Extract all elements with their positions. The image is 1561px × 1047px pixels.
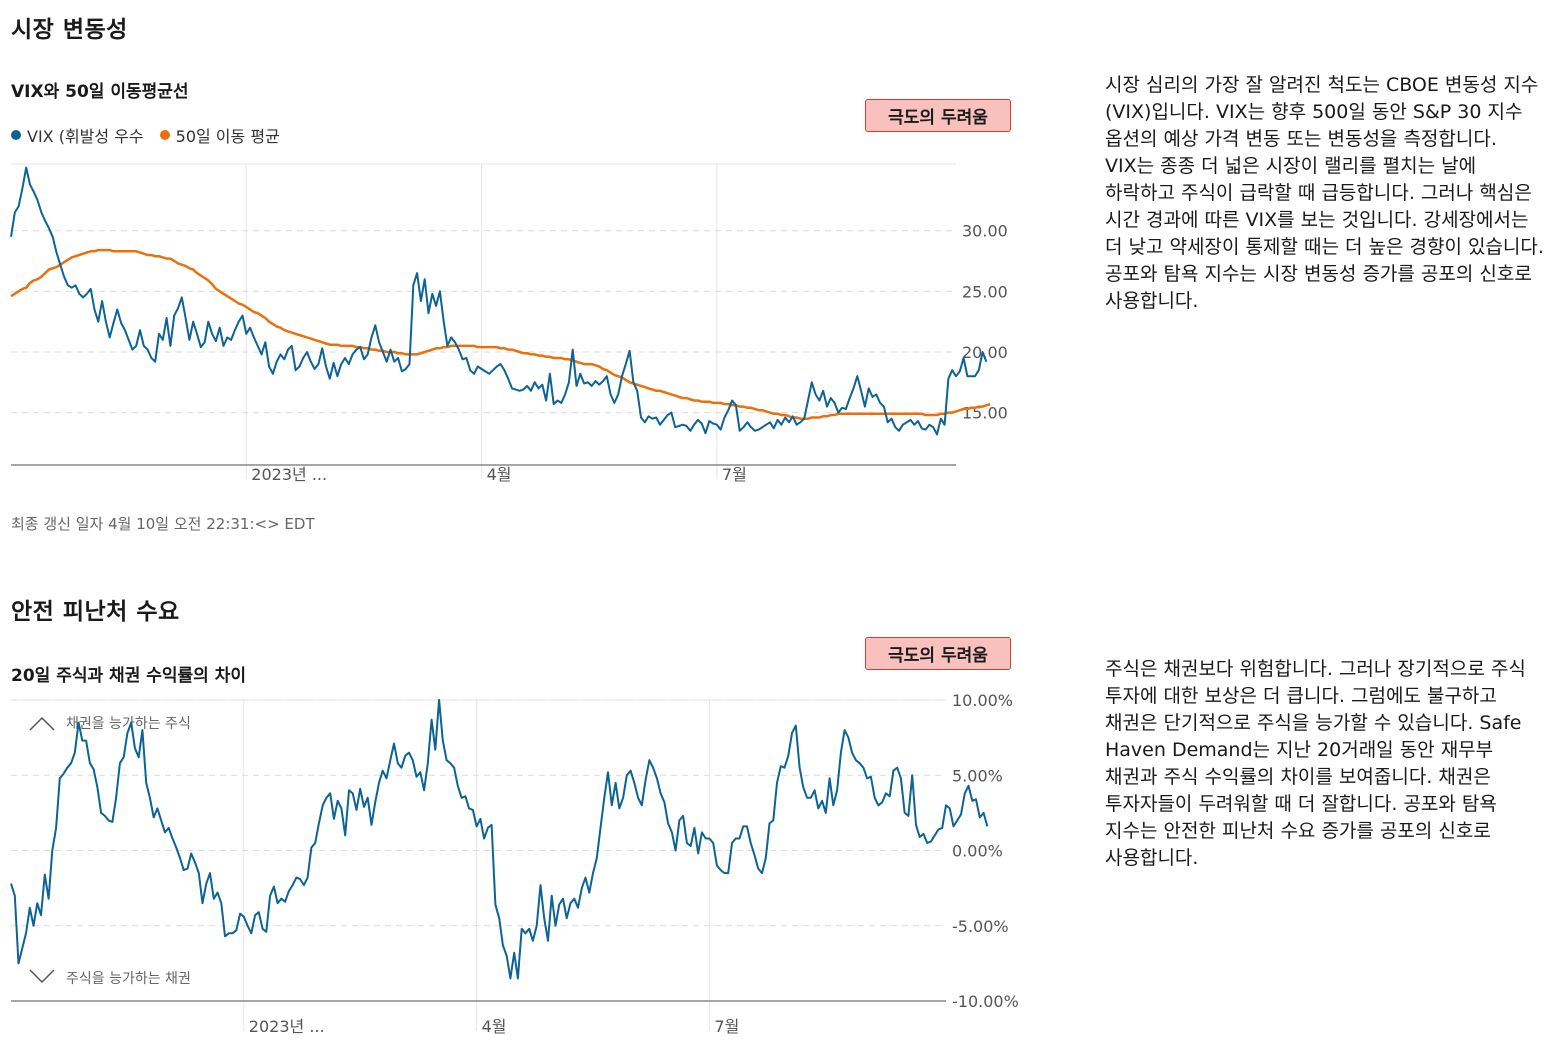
chart-title-vix: VIX와 50일 이동평균선 — [11, 82, 189, 102]
annotation-up-label: 채권을 능가하는 주식 — [66, 716, 191, 732]
annotation-down: 주식을 능가하는 채권 — [29, 969, 191, 987]
y-tick-label: 0.00% — [952, 842, 1003, 861]
legend-dot-icon — [159, 130, 170, 140]
chart-title-safe-haven: 20일 주식과 채권 수익률의 차이 — [11, 666, 247, 686]
y-tick-label: -5.00% — [952, 917, 1009, 936]
safe-haven-chart: 2023년 ... 4월 7월 -10.00% -5.00% 0.00% 5.00% 10.0… — [10, 691, 1019, 1036]
y-tick-label: -10.00% — [952, 992, 1019, 1011]
x-tick-label: 4월 — [487, 465, 512, 484]
x-tick-label: 2023년 ... — [251, 465, 327, 484]
last-updated-text: 최종 갱신 일자 4월 10일 오전 22:31:<> EDT — [11, 515, 315, 533]
vix-series-line — [10, 166, 988, 436]
y-tick-label: 20.00 — [962, 343, 1008, 362]
annotation-up: 채권을 능가하는 주식 — [29, 716, 191, 732]
legend-item-vix: VIX (휘발성 우수 — [11, 123, 144, 147]
chart-legend-vix: VIX (휘발성 우수 50일 이동 평균 — [11, 123, 296, 147]
ma-series-line — [10, 248, 991, 420]
y-tick-label: 10.00% — [952, 691, 1013, 710]
safe-haven-grid — [11, 699, 946, 1031]
x-tick-label: 2023년 ... — [249, 1017, 325, 1036]
legend-item-ma: 50일 이동 평균 — [159, 123, 280, 147]
x-tick-label: 7월 — [714, 1017, 739, 1036]
chevron-down-icon — [29, 969, 55, 984]
legend-label-vix: VIX (휘발성 우수 — [27, 127, 144, 146]
section-title-volatility: 시장 변동성 — [11, 17, 128, 43]
annotation-down-label: 주식을 능가하는 채권 — [66, 971, 191, 987]
legend-label-ma: 50일 이동 평균 — [175, 127, 280, 146]
legend-dot-icon — [11, 130, 21, 140]
y-tick-label: 30.00 — [962, 222, 1008, 241]
status-badge-safe-haven: 극도의 두려움 — [865, 637, 1011, 670]
vix-grid — [11, 163, 956, 479]
safe-haven-axis-labels: 2023년 ... 4월 7월 -10.00% -5.00% 0.00% 5.00% 10.0… — [249, 691, 1019, 1036]
x-tick-label: 4월 — [482, 1017, 507, 1036]
chevron-up-icon — [29, 716, 55, 731]
y-tick-label: 5.00% — [952, 766, 1003, 785]
volatility-description: 시장 심리의 가장 잘 알려진 척도는 CBOE 변동성 지수(VIX)입니다.… — [1105, 74, 1544, 312]
x-tick-label: 7월 — [722, 465, 747, 484]
status-badge-volatility: 극도의 두려움 — [865, 99, 1011, 132]
y-tick-label: 25.00 — [962, 282, 1008, 301]
section-title-safe-haven: 안전 피난처 수요 — [11, 599, 180, 625]
safe-haven-description: 주식은 채권보다 위험합니다. 그러나 장기적으로 주식 투자에 대한 보상은 … — [1105, 658, 1526, 869]
safe-haven-series-line — [10, 699, 989, 980]
